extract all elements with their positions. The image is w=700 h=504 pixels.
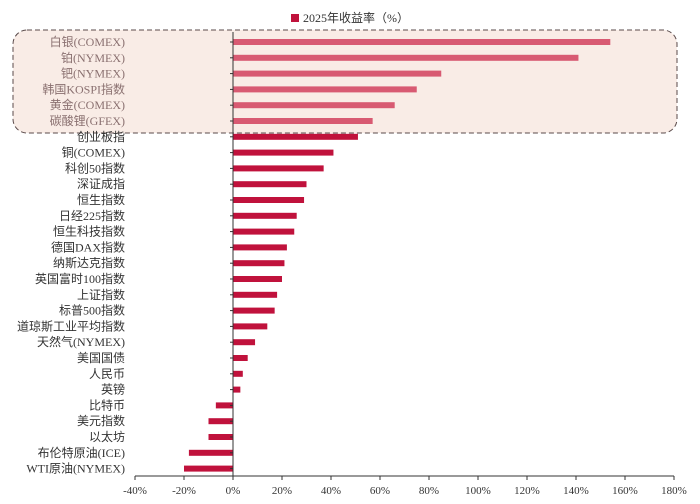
category-label: 纳斯达克指数 <box>53 255 125 270</box>
category-label: 碳酸锂(GFEX) <box>50 113 125 128</box>
x-tick-label: -20% <box>172 485 196 497</box>
x-tick-label: 0% <box>226 485 241 497</box>
category-label: 英镑 <box>101 382 125 397</box>
category-label: 美国国债 <box>77 351 125 365</box>
category-label: 标普500指数 <box>59 303 125 318</box>
bar <box>233 54 579 61</box>
category-label: 英国富时100指数 <box>35 271 125 286</box>
category-label: 铂(NYMEX) <box>61 50 125 65</box>
bar <box>233 118 373 124</box>
bar <box>233 323 268 330</box>
x-tick-label: 60% <box>370 485 390 497</box>
bar <box>233 228 295 235</box>
x-tick-label: 40% <box>321 485 341 497</box>
bar <box>233 355 248 361</box>
category-label: 以太坊 <box>89 429 125 444</box>
bar <box>233 291 278 298</box>
category-label: 德国DAX指数 <box>51 239 125 254</box>
bar <box>208 418 233 425</box>
bar <box>188 449 233 456</box>
x-tick-label: 140% <box>563 485 589 497</box>
category-label: 比特币 <box>89 397 125 412</box>
x-tick-label: 120% <box>514 485 540 497</box>
bar <box>233 276 282 282</box>
bar <box>233 386 241 393</box>
bar <box>233 197 305 203</box>
bar <box>233 149 334 156</box>
bar <box>233 86 417 93</box>
category-label: 恒生科技指数 <box>53 224 125 239</box>
bar <box>233 39 611 45</box>
bar <box>233 260 285 267</box>
bar <box>233 244 287 251</box>
bar <box>233 339 256 346</box>
category-label: 恒生指数 <box>77 192 125 207</box>
x-tick-label: 20% <box>272 485 292 497</box>
legend-swatch <box>291 14 299 22</box>
bar <box>184 465 233 472</box>
category-label: 黄金(COMEX) <box>50 97 125 112</box>
bar <box>208 434 233 440</box>
bar <box>233 133 358 140</box>
x-tick-label: 180% <box>661 485 687 497</box>
category-label: WTI原油(NYMEX) <box>26 462 125 476</box>
category-label: 深证成指 <box>77 176 125 191</box>
bar <box>233 70 442 77</box>
x-tick-label: 80% <box>419 485 439 497</box>
category-label: 人民币 <box>89 367 125 381</box>
category-label: 科创50指数 <box>65 160 125 175</box>
bar <box>233 212 297 219</box>
category-label: 日经225指数 <box>59 208 125 223</box>
category-label: 钯(NYMEX) <box>61 67 125 81</box>
category-label: 铜(COMEX) <box>62 145 125 160</box>
category-label: 白银(COMEX) <box>50 34 125 49</box>
category-label: 韩国KOSPI指数 <box>42 81 125 96</box>
bar <box>233 102 395 109</box>
bar <box>233 307 275 314</box>
x-tick-label: 100% <box>465 485 491 497</box>
category-label: 布伦特原油(ICE) <box>38 445 125 460</box>
category-label: 天然气(NYMEX) <box>37 334 125 349</box>
legend-label: 2025年收益率（%） <box>303 11 409 25</box>
bar <box>215 402 233 409</box>
x-tick-label: 160% <box>612 485 638 497</box>
x-tick-label: -40% <box>123 485 147 497</box>
category-label: 道琼斯工业平均指数 <box>17 318 125 333</box>
bar <box>233 165 324 172</box>
category-label: 上证指数 <box>77 287 125 302</box>
bar <box>233 370 243 377</box>
chart-legend: 2025年收益率（%） <box>0 9 700 26</box>
category-label: 美元指数 <box>77 413 125 428</box>
bar <box>233 181 307 188</box>
category-label: 创业板指 <box>77 129 125 144</box>
